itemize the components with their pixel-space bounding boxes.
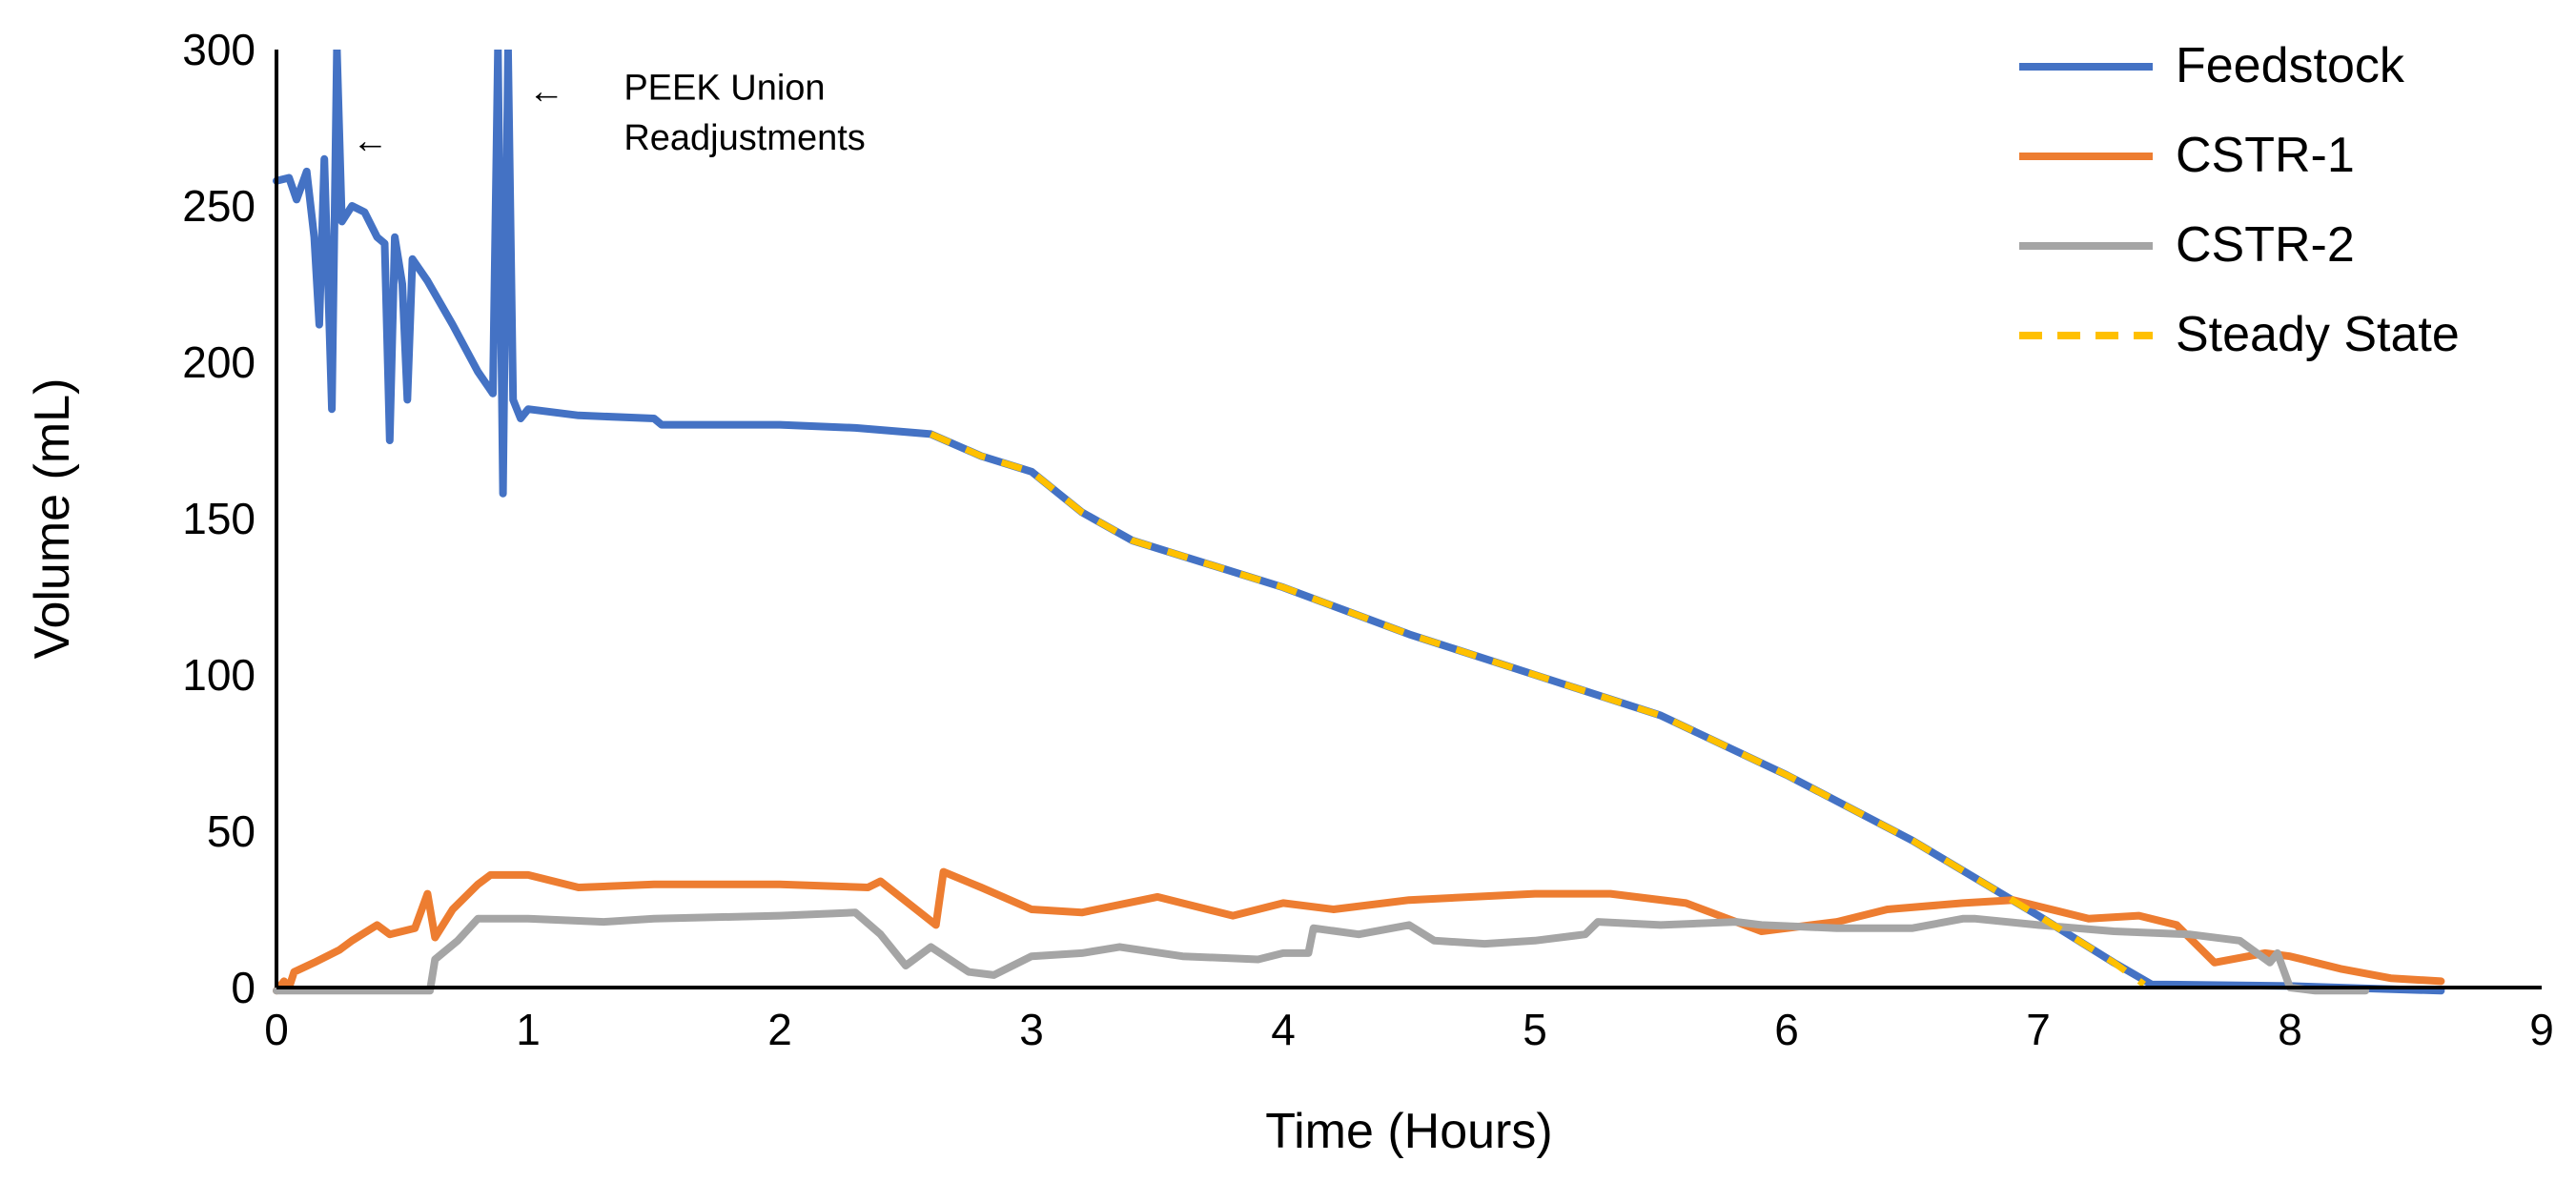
x-tick-label: 0 bbox=[264, 1005, 289, 1054]
series-line-feedstock bbox=[273, 50, 2445, 995]
legend-label-feedstock: Feedstock bbox=[2176, 38, 2405, 93]
ticks-layer: 0 1 2 3 4 5 6 7 8 9 0 50 100 150 200 250 300 bbox=[182, 25, 2554, 1054]
annotation-text: Readjustments bbox=[624, 118, 865, 158]
y-axis-title: Volume (mL) bbox=[25, 378, 80, 660]
series-layer bbox=[273, 50, 2445, 995]
series-line-cstr-2 bbox=[273, 908, 2370, 995]
legend-label-cstr-2: CSTR-2 bbox=[2176, 217, 2355, 273]
y-tick-label: 150 bbox=[182, 494, 256, 543]
y-tick-label: 50 bbox=[207, 806, 256, 856]
axes-layer bbox=[275, 50, 2542, 989]
annotation-arrow: ← bbox=[352, 121, 388, 161]
x-tick-label: 2 bbox=[767, 1005, 792, 1054]
annotation-arrow: ← bbox=[528, 71, 564, 112]
x-axis-title: Time (Hours) bbox=[1265, 1104, 1552, 1159]
x-tick-label: 7 bbox=[2026, 1005, 2051, 1054]
x-tick-label: 6 bbox=[1774, 1005, 1799, 1054]
y-tick-label: 0 bbox=[231, 963, 256, 1012]
series-line-cstr-1 bbox=[273, 867, 2445, 995]
x-tick-label: 1 bbox=[516, 1005, 541, 1054]
y-tick-label: 300 bbox=[182, 25, 256, 74]
x-tick-label: 3 bbox=[1019, 1005, 1044, 1054]
annotations: ← ← PEEK Union Readjustments bbox=[352, 68, 866, 161]
x-tick-label: 8 bbox=[2278, 1005, 2302, 1054]
legend-label-cstr-1: CSTR-1 bbox=[2176, 128, 2355, 183]
legend-label-steady-state: Steady State bbox=[2176, 307, 2460, 362]
y-tick-label: 100 bbox=[182, 650, 256, 700]
annotation-text: PEEK Union bbox=[624, 68, 825, 108]
x-tick-label: 9 bbox=[2529, 1005, 2554, 1054]
legend: Feedstock CSTR-1 CSTR-2 Steady State bbox=[2019, 38, 2460, 362]
x-tick-label: 4 bbox=[1271, 1005, 1296, 1054]
y-tick-label: 200 bbox=[182, 337, 256, 387]
y-tick-label: 250 bbox=[182, 181, 256, 231]
series-line-steady-state bbox=[930, 431, 2146, 988]
x-tick-label: 5 bbox=[1523, 1005, 1547, 1054]
